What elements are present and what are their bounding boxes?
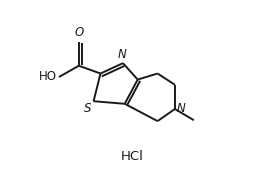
Text: HCl: HCl (121, 150, 144, 163)
Text: N: N (118, 48, 126, 61)
Text: O: O (74, 26, 83, 39)
Text: N: N (177, 102, 186, 116)
Text: HO: HO (39, 70, 57, 84)
Text: S: S (84, 102, 92, 116)
